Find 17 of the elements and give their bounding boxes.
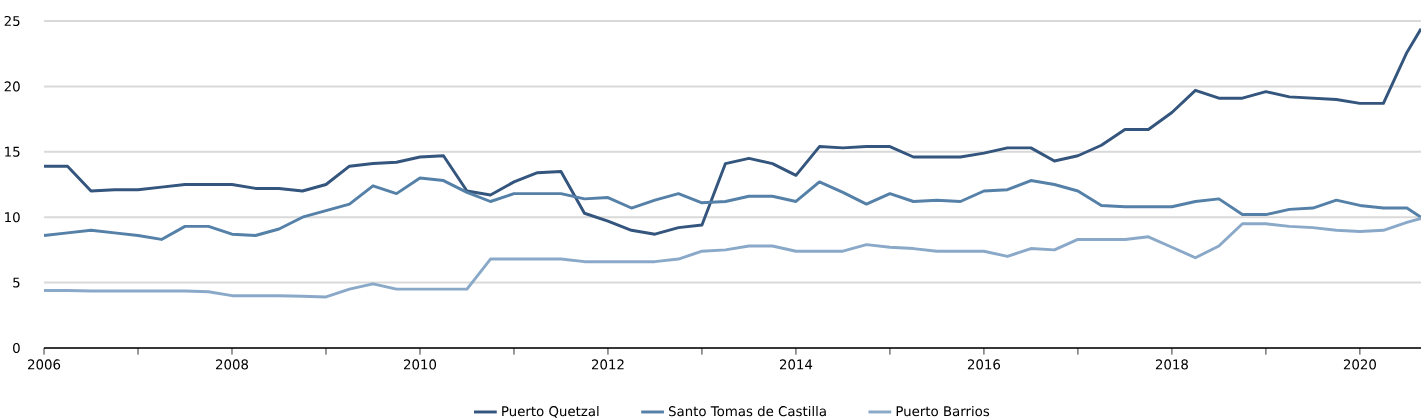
x-tick-label: 2010 bbox=[404, 359, 437, 370]
y-tick-label: 5 bbox=[13, 277, 20, 288]
x-tick-label: 2012 bbox=[591, 359, 624, 370]
legend-label: Puerto Quetzal bbox=[502, 405, 599, 418]
x-tick-label: 2016 bbox=[967, 359, 1001, 370]
x-tick-label: 2018 bbox=[1155, 359, 1188, 370]
legend-label: Santo Tomas de Castilla bbox=[668, 405, 826, 417]
y-tick-label: 0 bbox=[13, 342, 20, 354]
y-tick-label: 20 bbox=[4, 81, 20, 92]
x-tick-label: 2008 bbox=[216, 359, 249, 370]
legend-label: Puerto Barrios bbox=[896, 405, 990, 417]
y-tick-label: 10 bbox=[5, 212, 20, 223]
y-tick-label: 15 bbox=[5, 146, 20, 157]
x-tick-label: 2006 bbox=[28, 359, 61, 370]
y-tick-label: 25 bbox=[4, 15, 20, 27]
x-tick-label: 2014 bbox=[779, 359, 813, 370]
x-tick-label: 2020 bbox=[1343, 359, 1376, 370]
